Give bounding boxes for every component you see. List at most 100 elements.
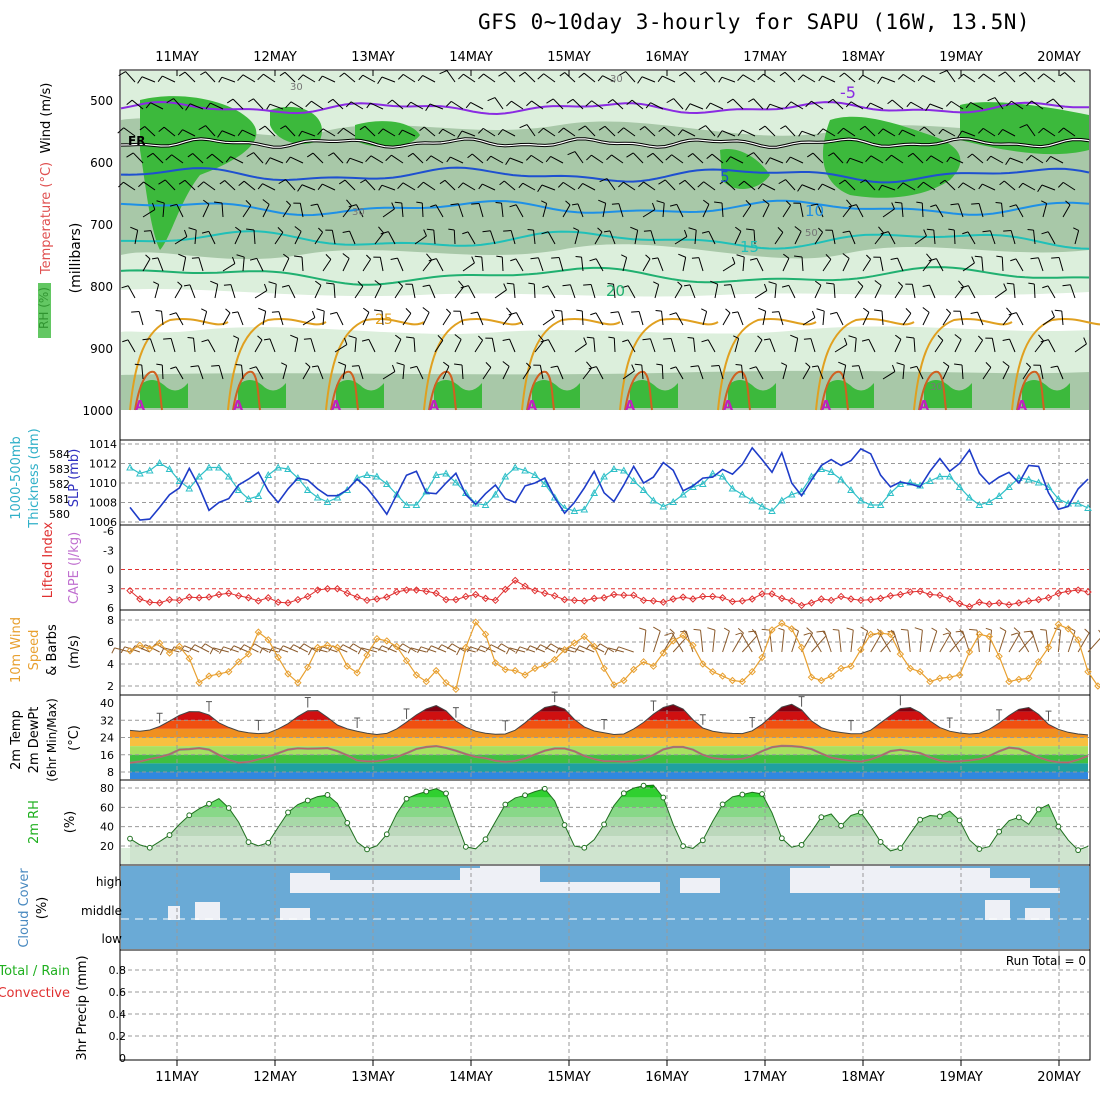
wind-speed-marker — [610, 681, 618, 689]
wind-barb — [1058, 257, 1064, 272]
contour-15 — [121, 230, 1090, 250]
wind-barb — [684, 179, 696, 191]
wind-barb — [1040, 629, 1047, 631]
thickness-marker — [353, 473, 361, 481]
wind-barb — [178, 179, 186, 185]
wind-barb — [625, 71, 636, 83]
wind-barb — [854, 286, 864, 299]
rh2m-unit: (%) — [63, 811, 78, 834]
wind-barb — [926, 228, 934, 231]
wind-barb — [387, 231, 396, 245]
wind-barb — [141, 365, 144, 380]
wind-barb — [1001, 203, 1004, 218]
wind-barb — [524, 71, 536, 83]
wind-barb — [519, 124, 528, 129]
wind-barb — [503, 283, 507, 291]
precip-tick-label: 0.4 — [109, 1008, 127, 1021]
wind-barb — [735, 632, 742, 636]
wind-barb — [786, 200, 791, 206]
wind-barb — [274, 232, 284, 245]
wind-barb — [406, 336, 415, 339]
wind-barb — [958, 73, 964, 80]
wind-barb — [658, 126, 665, 133]
wind-barb — [799, 203, 804, 218]
lifted-index-marker — [936, 591, 944, 599]
wind-barb — [891, 154, 904, 164]
wind-barb — [175, 312, 184, 326]
wind-barb — [562, 204, 571, 218]
thickness-marker — [264, 470, 273, 478]
rh-marker — [324, 792, 331, 798]
date-label-top: 13MAY — [351, 50, 395, 65]
wind-barb — [703, 199, 710, 205]
wind-barb — [743, 180, 756, 191]
wind-barb — [586, 154, 592, 161]
wind-barb — [348, 335, 357, 339]
wind-barb — [902, 313, 912, 326]
wind-barb — [346, 157, 351, 164]
wind-barb — [609, 230, 616, 245]
wind-barb — [959, 311, 964, 326]
date-label-bottom: 14MAY — [449, 1070, 493, 1085]
wind-barb — [482, 230, 491, 233]
wind-barb — [322, 128, 336, 137]
wind-speed-marker — [639, 658, 648, 666]
wind-barb — [887, 231, 896, 245]
wind-barb — [850, 630, 854, 653]
wind-barb — [971, 153, 984, 164]
wind-barb — [576, 309, 583, 312]
wind-barb — [402, 73, 416, 83]
wind-barb — [670, 366, 677, 370]
wind-barb — [417, 75, 424, 82]
wind-barb — [707, 339, 716, 353]
thickness-marker — [175, 476, 184, 484]
wind-barb — [777, 227, 784, 233]
lifted-index-marker — [748, 595, 756, 603]
wind-barb — [700, 71, 706, 76]
wind-barb — [670, 338, 676, 353]
wind-barb — [1041, 200, 1047, 204]
wind-barb — [779, 71, 786, 77]
wind-barb — [221, 76, 236, 83]
wind-barb — [1074, 230, 1080, 245]
wind-barb — [634, 230, 639, 245]
wind-barb — [701, 308, 707, 312]
wind-barb — [816, 308, 825, 312]
wind-barb — [671, 632, 684, 653]
wind-barb — [981, 257, 984, 272]
wind-barb — [258, 307, 266, 312]
wind-barb — [700, 630, 704, 653]
wind-barb — [917, 181, 924, 189]
slp-tick-label: 1010 — [89, 477, 117, 490]
wind-barb — [134, 230, 139, 245]
wind-barb — [1009, 204, 1017, 208]
wind-barb — [812, 152, 824, 164]
wind-barb — [970, 101, 984, 110]
wind-barb — [583, 337, 587, 345]
thickness-marker — [1084, 503, 1092, 511]
wind-barb — [862, 312, 870, 326]
wind-barb — [991, 338, 996, 353]
wind-speed-marker — [185, 654, 193, 663]
wind-barb — [572, 98, 584, 110]
rh-marker — [699, 837, 706, 844]
wind-barb — [784, 71, 796, 83]
wind-barb — [285, 101, 292, 109]
wind-barb — [566, 98, 574, 104]
temp-unit: (°C) — [67, 725, 82, 751]
wind-barb — [150, 102, 164, 110]
wind-barb — [740, 632, 753, 653]
wind-barb — [762, 183, 776, 191]
wind-barb — [151, 202, 156, 210]
wind-barb — [221, 202, 224, 218]
rh-shade — [532, 380, 580, 408]
date-label-top: 16MAY — [645, 50, 689, 65]
thickness-marker — [244, 494, 253, 502]
wind-barb — [978, 183, 983, 190]
wind-barb — [342, 230, 350, 233]
wind-barb — [394, 339, 402, 353]
wind-barb — [595, 258, 604, 272]
wind-barb — [902, 73, 916, 83]
wind-barb — [960, 285, 969, 289]
wind-barb — [283, 253, 290, 259]
